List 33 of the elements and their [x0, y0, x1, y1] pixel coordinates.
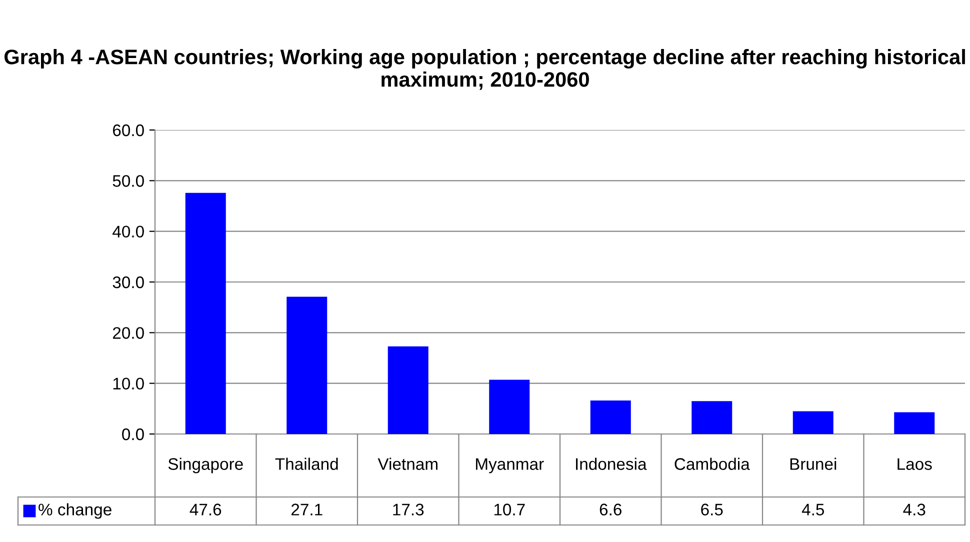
y-tick-label: 50.0 — [112, 175, 144, 187]
bar — [792, 411, 834, 434]
x-tick-label: Indonesia — [576, 458, 647, 470]
data-label: 10.7 — [494, 504, 525, 516]
data-label: 27.1 — [291, 504, 322, 516]
bar — [185, 192, 226, 434]
data-label: 47.6 — [190, 504, 222, 516]
y-tick-label: 20.0 — [112, 327, 144, 339]
legend-label: % change — [38, 503, 112, 519]
bar — [894, 412, 935, 434]
y-tick-label: 30.0 — [112, 276, 144, 288]
bar — [489, 380, 530, 434]
y-tick-label: 40.0 — [112, 226, 144, 238]
data-label: 6.5 — [701, 504, 723, 516]
y-tick-label: 60.0 — [112, 124, 144, 136]
x-tick-label: Myanmar — [476, 458, 544, 474]
data-label: 17.3 — [393, 504, 424, 516]
x-tick-label: Laos — [898, 458, 932, 470]
bar — [692, 401, 732, 434]
x-tick-label: Thailand — [275, 458, 338, 470]
x-tick-label: Singapore — [168, 458, 243, 474]
bar — [388, 346, 428, 434]
data-label: 6.6 — [600, 504, 622, 516]
data-label: 4.3 — [903, 504, 926, 516]
x-tick-label: Vietnam — [378, 458, 438, 470]
y-tick-label: 0.0 — [122, 428, 144, 440]
bar — [286, 296, 328, 434]
x-tick-label: Cambodia — [674, 458, 750, 470]
y-tick-label: 10.0 — [113, 378, 144, 390]
chart-title: Graph 4 -ASEAN countries; Working age population ; percentage decline after reaching historical maximum; 2010-2060 — [4, 49, 965, 90]
data-label: 4.5 — [802, 504, 824, 516]
bar — [590, 400, 631, 434]
x-tick-label: Brunei — [790, 458, 836, 470]
